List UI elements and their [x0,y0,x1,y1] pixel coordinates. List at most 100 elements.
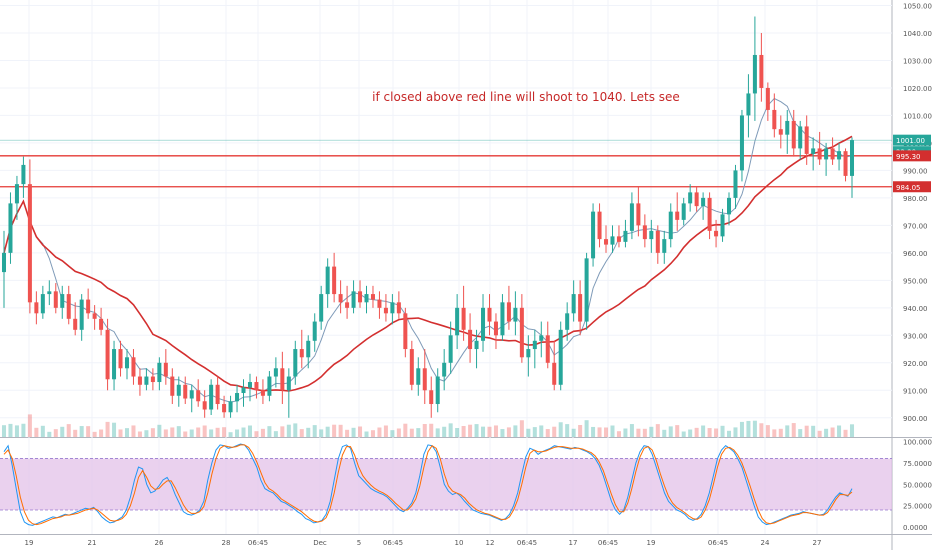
candle-body [215,384,220,405]
candle-body [189,390,194,399]
volume-bar [500,429,505,437]
volume-bar [442,426,447,437]
candle-body [14,184,19,204]
candle-body [513,307,518,322]
volume-bar [312,425,317,437]
volume-bar [584,420,589,437]
price-axis[interactable]: 900.00 910.00 920.00 930.00 940.00 950.00 960.… [903,2,932,532]
price-tick-label: 960.00 [903,250,928,258]
volume-bar [506,427,511,437]
volume-bar [759,423,764,437]
candle-body [752,54,757,94]
volume-bar [299,429,304,437]
candle-body [403,313,408,350]
volume-bar [727,430,732,437]
candle-body [137,376,142,385]
stoch-d-line [3,444,853,526]
volume-bar [830,427,835,437]
time-tick-label: 06:45 [517,539,537,547]
volume-bar [565,424,570,437]
candle-body [27,184,32,303]
volume-bar [513,425,518,437]
ma-slow-line [3,135,853,392]
volume-bar [714,428,719,437]
candle-body [616,236,621,242]
candle-body [778,129,783,135]
time-axis[interactable]: 19 21 26 28 06:45 Dec 5 06:45 10 12 06:45 17 06:45 19… [25,539,822,547]
volume-bar [474,424,479,437]
time-tick-label: 06:45 [708,539,728,547]
volume-bar [118,429,123,437]
upper-line-tag-text: 995.30 [896,153,921,161]
candle-body [92,313,97,319]
candle-body [519,307,524,358]
candle-body [293,349,298,377]
price-tick-label: 980.00 [903,195,928,203]
candle-body [532,340,537,350]
volume-bar [176,426,181,437]
volume-bar [124,428,129,437]
time-tick-label: 28 [222,539,231,547]
volume-bar [377,427,382,437]
candle-body [183,384,188,399]
candle-body [163,362,168,377]
price-tick-label: 1020.00 [903,85,932,93]
volume-bar [86,426,91,437]
candle-body [597,211,602,240]
volume-bar [131,425,136,437]
candle-body [79,299,84,330]
volume-bar [746,420,751,437]
candle-body [8,203,13,253]
stoch-tick-label: 75.0000 [903,460,932,468]
candle-body [118,349,123,369]
candle-body [714,230,719,237]
volume-bar [364,431,369,437]
candle-body [299,349,304,358]
candle-body [481,307,486,341]
volume-bar [785,425,790,437]
volume-bar [552,426,557,437]
volume-bar [519,420,524,437]
candle-body [86,299,91,314]
volume-bar [636,428,641,437]
volume-bar [144,430,149,437]
volume-bar [183,431,188,437]
candle-body [235,393,240,402]
stochastic-panel [0,443,892,526]
candle-body [552,362,557,385]
ma-fast-line [3,97,853,403]
volume-bar [260,428,265,437]
candle-body [105,329,110,380]
candle-body [455,307,460,336]
candle-body [785,120,790,135]
candle-body [798,126,803,149]
candle-body [416,368,421,385]
candle-body [642,225,647,240]
volume-bar [461,426,466,437]
volume-bar [532,427,537,437]
volume-bar [416,428,421,437]
candle-body [124,357,129,369]
upper-line-tag-bg [893,150,931,162]
candle-body [448,335,453,363]
volume-bar [157,424,162,437]
candle-body [584,258,589,322]
volume-bar [73,429,78,437]
volume-bar [14,425,19,437]
volume-bar [241,427,246,437]
volume-bar [578,425,583,437]
candle-body [364,294,369,303]
time-tick-label: 06:45 [248,539,268,547]
candle-body [610,236,615,245]
volume-bar [280,426,285,437]
volume-bar [791,423,796,437]
candle-body [662,239,667,253]
candle-body [442,362,447,377]
volume-bar [455,428,460,437]
volume-bar [604,427,609,437]
candle-body [144,376,149,385]
candle-body [53,291,58,308]
volume-bar [222,427,227,437]
candle-body [506,302,511,322]
volume-bar [358,426,363,437]
